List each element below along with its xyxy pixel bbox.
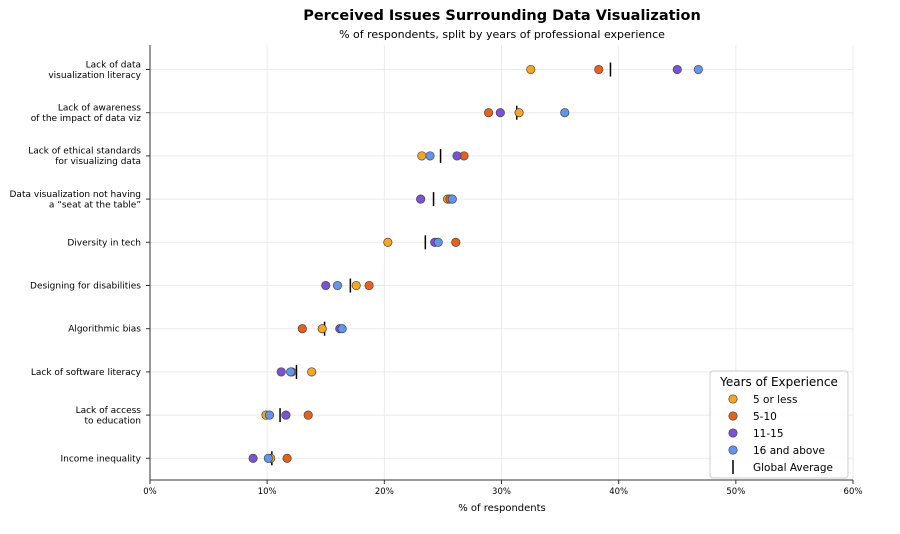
data-point	[351, 280, 361, 291]
x-tick-label: 40%	[609, 487, 628, 497]
category-label-line: a “seat at the table”	[49, 200, 141, 210]
data-point	[495, 108, 505, 118]
data-point	[693, 64, 703, 75]
data-point	[594, 64, 604, 75]
category-label-line: Lack of access	[76, 406, 142, 416]
category-label-line: Designing for disabilities	[30, 282, 141, 292]
legend-marker	[728, 411, 738, 421]
legend-items: 5 or less 5-10 11-15 16 and above Global Ave…	[728, 394, 833, 474]
category-label-line: to education	[84, 416, 141, 426]
data-point	[248, 453, 258, 463]
axis-layer: 0% 10% 20% 30% 40% 50% 60%	[143, 45, 862, 497]
legend-label: Global Average	[753, 462, 833, 474]
data-point	[560, 108, 570, 118]
category-label: Diversity in tech	[67, 238, 141, 248]
category-label: Algorithmic bias	[68, 325, 141, 335]
data-point	[433, 237, 443, 247]
data-point	[451, 237, 461, 247]
data-points	[248, 64, 703, 463]
data-point	[303, 410, 313, 420]
legend-label: 11-15	[753, 428, 784, 440]
x-tick-label: 20%	[375, 487, 394, 497]
x-tick-label: 10%	[258, 487, 277, 497]
data-point	[297, 324, 307, 334]
category-label-line: Data visualization not having	[10, 190, 142, 200]
data-point	[282, 453, 292, 463]
data-point	[264, 410, 275, 420]
legend-marker	[728, 428, 738, 438]
data-point	[281, 410, 291, 420]
category-label: Lack of data visualization literacy	[48, 60, 141, 81]
legend-label: 16 and above	[753, 445, 825, 457]
data-point	[514, 108, 524, 118]
x-tick-label: 50%	[726, 487, 745, 497]
category-label-line: Lack of ethical standards	[28, 147, 141, 157]
category-label-line: visualization literacy	[48, 71, 141, 81]
data-point	[332, 280, 343, 291]
data-point	[383, 237, 393, 247]
category-label: Data visualization not having a “seat at …	[10, 190, 142, 211]
category-label: Lack of access to education	[76, 406, 142, 427]
legend-title: Years of Experience	[719, 375, 838, 389]
data-point	[672, 64, 682, 75]
data-point	[263, 453, 273, 463]
category-label: Lack of awareness of the impact of data v…	[31, 103, 142, 124]
category-label-line: for visualizing data	[55, 157, 141, 167]
category-label-line: Lack of software literacy	[31, 368, 142, 378]
x-tick-label: 0%	[143, 487, 157, 497]
data-point	[416, 194, 426, 204]
data-point	[484, 108, 494, 118]
legend-marker	[728, 394, 738, 404]
chart-subtitle: % of respondents, split by years of prof…	[339, 28, 665, 41]
category-label-line: Lack of awareness	[58, 103, 141, 113]
category-label-line: Lack of data	[86, 60, 141, 70]
data-point	[526, 64, 536, 75]
data-point	[447, 194, 457, 204]
data-point	[425, 151, 435, 161]
category-label: Lack of ethical standards for visualizing…	[28, 147, 141, 168]
category-label: Designing for disabilities	[30, 282, 141, 292]
data-point	[317, 324, 327, 334]
category-label-line: Income inequality	[60, 454, 141, 464]
global-average-markers	[271, 62, 612, 466]
data-point	[286, 367, 296, 377]
legend: Years of Experience 5 or less 5-10 11-15 16…	[709, 370, 849, 479]
x-tick-label: 30%	[492, 487, 511, 497]
data-point	[337, 324, 347, 334]
data-point	[321, 280, 331, 291]
x-tick-label: 60%	[844, 487, 863, 497]
legend-frame	[709, 370, 849, 479]
data-point	[307, 367, 317, 377]
data-point	[452, 151, 462, 161]
legend-marker	[728, 445, 738, 455]
category-label-line: Diversity in tech	[67, 238, 141, 248]
category-label-line: of the impact of data viz	[31, 114, 141, 124]
chart-title: Perceived Issues Surrounding Data Visual…	[303, 8, 701, 24]
category-label-line: Algorithmic bias	[68, 325, 141, 335]
category-label: Income inequality	[60, 454, 141, 464]
x-axis-label: % of respondents	[458, 503, 546, 514]
category-label: Lack of software literacy	[31, 368, 142, 378]
data-point	[276, 367, 286, 377]
data-point	[417, 151, 427, 161]
legend-label: 5 or less	[753, 394, 797, 406]
legend-label: 5-10	[753, 411, 777, 423]
data-point	[364, 280, 374, 291]
